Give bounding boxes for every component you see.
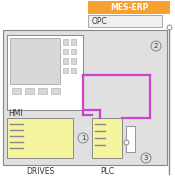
Bar [63,58,68,63]
Bar [7,118,73,158]
Bar [25,88,34,94]
Text: 1: 1 [81,135,85,141]
Bar [71,48,76,54]
Bar [63,48,68,54]
Bar [71,39,76,44]
Bar [63,39,68,44]
Bar [88,15,162,27]
Text: HMI: HMI [8,108,23,118]
Text: OPC: OPC [92,16,108,25]
Text: DRIVES: DRIVES [26,167,54,177]
Bar [51,88,60,94]
Bar [38,88,47,94]
Bar [71,58,76,63]
Bar [7,35,83,110]
Text: 3: 3 [144,155,148,161]
Bar [3,30,167,165]
Text: PLC: PLC [100,167,114,177]
Bar [63,68,68,73]
Text: MES-ERP: MES-ERP [110,3,148,12]
Bar [92,118,122,158]
Bar [71,68,76,73]
Bar [12,88,21,94]
Bar [10,38,60,84]
Bar [88,1,170,14]
Text: 2: 2 [154,43,158,49]
Bar [126,126,135,152]
